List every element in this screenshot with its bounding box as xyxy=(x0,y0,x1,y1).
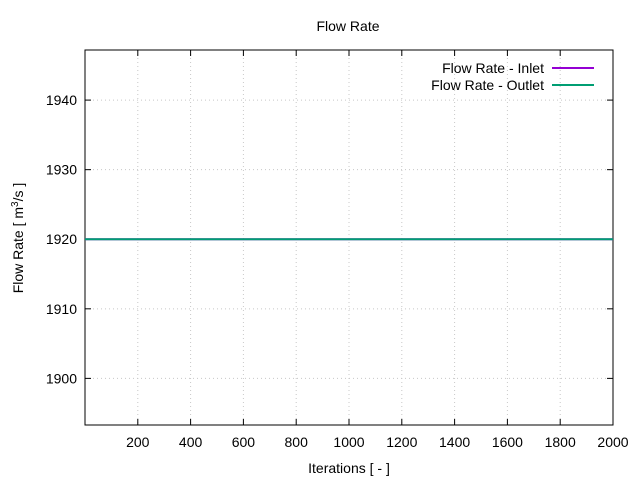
legend-label: Flow Rate - Inlet xyxy=(442,60,544,76)
y-axis-label-main: Flow Rate [ m xyxy=(10,207,26,293)
grid-lines xyxy=(85,50,614,425)
chart-title: Flow Rate xyxy=(316,18,379,34)
y-tick-label: 1910 xyxy=(46,301,77,317)
x-axis-label: Iterations [ - ] xyxy=(308,460,390,476)
y-tick-label: 1930 xyxy=(46,162,77,178)
x-tick-label: 1200 xyxy=(386,434,417,450)
y-tick-label: 1900 xyxy=(46,370,77,386)
x-tick-label: 1600 xyxy=(492,434,523,450)
legend-label: Flow Rate - Outlet xyxy=(431,77,544,93)
x-tick-label: 2000 xyxy=(597,434,628,450)
x-tick-label: 1000 xyxy=(333,434,364,450)
y-tick-label: 1920 xyxy=(46,231,77,247)
x-tick-label: 800 xyxy=(285,434,309,450)
x-tick-label: 600 xyxy=(232,434,256,450)
x-tick-label: 1400 xyxy=(439,434,470,450)
x-tick-label: 200 xyxy=(126,434,150,450)
x-tick-label: 1800 xyxy=(545,434,576,450)
y-axis-label-tail: /s ] xyxy=(10,183,26,202)
axis-ticks: 200 400 600 800 1000 1200 1400 1600 1800 2000 1900… xyxy=(46,50,629,450)
y-tick-label: 1940 xyxy=(46,92,77,108)
x-tick-label: 400 xyxy=(179,434,203,450)
y-axis-label-superscript: 3 xyxy=(10,201,21,207)
y-axis-label: Flow Rate [ m3/s ] xyxy=(10,183,26,294)
